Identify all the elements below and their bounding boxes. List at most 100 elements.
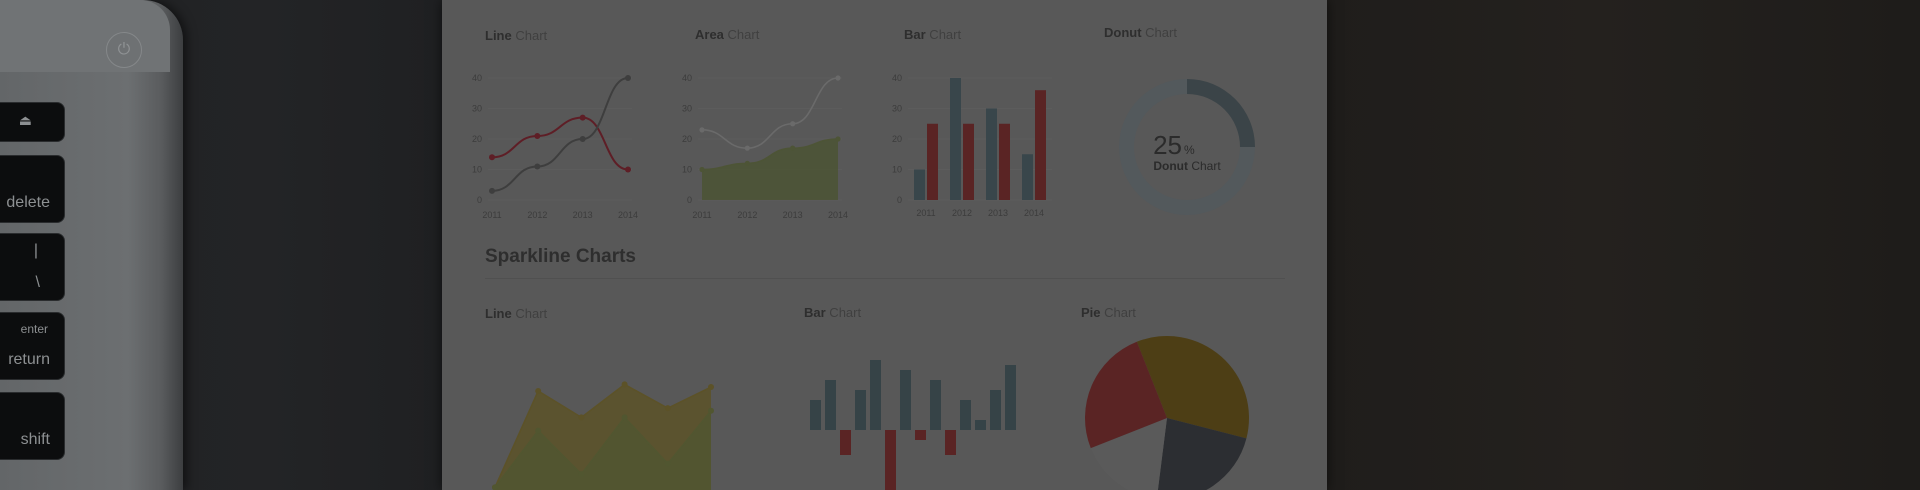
delete-key[interactable]: delete (0, 155, 65, 223)
y-tick-label: 0 (687, 195, 692, 205)
eject-icon: ⏏ (18, 112, 32, 128)
data-point (699, 127, 705, 133)
y-tick-label: 40 (892, 73, 902, 83)
y-tick-label: 10 (892, 165, 902, 175)
bar (900, 370, 911, 430)
x-tick-label: 2012 (737, 210, 757, 220)
donut-value: 25 (1153, 130, 1182, 160)
eject-key[interactable]: ⏏ (0, 102, 65, 142)
data-point (579, 114, 586, 121)
sparkline-bar-chart-title: Bar Chart (804, 305, 862, 320)
line-chart: 0 10 20 30 40 2011 2012 2013 2014 (472, 73, 638, 220)
bar (975, 420, 986, 430)
series-line (491, 77, 629, 192)
x-tick-label: 2012 (952, 208, 972, 218)
section-title: Sparkline Charts (485, 246, 636, 267)
bar (986, 108, 997, 200)
bar (870, 360, 881, 430)
chart-printout: Line Chart Area Chart Bar Chart Donut Ch… (442, 0, 1327, 490)
bar (945, 430, 956, 455)
data-point (534, 163, 541, 170)
return-key[interactable]: enter return (0, 312, 65, 380)
desk-surface-right (1327, 0, 1920, 490)
data-point (664, 405, 671, 412)
donut-label: Donut Chart (1153, 159, 1221, 173)
data-point (492, 484, 498, 490)
data-point (578, 414, 585, 421)
bar (855, 390, 866, 430)
y-tick-label: 10 (472, 165, 482, 175)
data-point (534, 132, 541, 139)
power-icon[interactable]: ⏻ (106, 32, 142, 68)
data-point (664, 460, 671, 467)
donut-unit: % (1184, 143, 1195, 157)
y-tick-label: 20 (682, 134, 692, 144)
x-tick-label: 2013 (783, 210, 803, 220)
enter-label: enter (20, 322, 48, 336)
sparkline-pie-chart-title: Pie Chart (1081, 305, 1136, 320)
x-tick-label: 2013 (573, 210, 593, 220)
data-point (579, 136, 586, 142)
data-point (708, 384, 714, 391)
bar (810, 400, 821, 430)
area-chart: 0 10 20 30 40 2011 2012 2013 2014 (682, 73, 848, 220)
y-tick-label: 20 (892, 134, 902, 144)
bar (999, 123, 1010, 200)
y-tick-label: 30 (472, 104, 482, 114)
y-tick-label: 20 (472, 134, 482, 144)
bar (1035, 90, 1046, 200)
backslash-label: \ (35, 274, 40, 291)
x-tick-label: 2013 (988, 208, 1008, 218)
series-line (494, 383, 712, 488)
area-chart-title: Area Chart (695, 27, 760, 42)
sparkline-line-chart-title: Line Chart (485, 306, 548, 321)
x-tick-label: 2011 (692, 210, 711, 220)
pie-slice (1090, 418, 1167, 490)
x-tick-label: 2011 (916, 208, 935, 218)
shift-label: shift (20, 431, 50, 448)
pie-slice (1085, 341, 1167, 449)
data-point (535, 427, 542, 434)
series-line (491, 116, 629, 171)
y-tick-label: 40 (472, 73, 482, 83)
bar-chart-title: Bar Chart (904, 27, 962, 42)
return-label: return (8, 351, 50, 368)
bar (914, 169, 925, 200)
data-point (744, 145, 750, 151)
data-point (790, 145, 796, 151)
bar (927, 123, 938, 200)
y-tick-label: 40 (682, 73, 692, 83)
sparkline-pie-chart (1085, 336, 1249, 490)
donut-slice (1187, 79, 1255, 147)
pie-slice (1157, 418, 1247, 490)
series-line (701, 138, 839, 171)
data-point (625, 166, 631, 173)
backslash-key[interactable]: | \ (0, 233, 65, 301)
section-divider (485, 278, 1285, 279)
laptop-top-edge (0, 0, 170, 72)
laptop: ⏻ ⏏ delete | \ enter return shift (0, 0, 183, 490)
bar (960, 400, 971, 430)
pipe-label: | (33, 242, 38, 259)
x-tick-label: 2011 (482, 210, 501, 220)
bar (930, 380, 941, 430)
x-tick-label: 2014 (828, 210, 848, 220)
shift-key[interactable]: shift (0, 392, 65, 460)
y-tick-label: 30 (892, 104, 902, 114)
bar (990, 390, 1001, 430)
bar (963, 123, 974, 200)
bar (1022, 154, 1033, 200)
bar (825, 380, 836, 430)
delete-key-label: delete (6, 194, 50, 211)
donut-chart-title: Donut Chart (1104, 25, 1177, 40)
area-fill (702, 139, 838, 200)
x-tick-label: 2014 (618, 210, 638, 220)
bar-chart: 0 10 20 30 40 2011 2012 2013 2014 (892, 73, 1052, 218)
data-point (578, 471, 585, 478)
data-point (621, 414, 628, 421)
sparkline-line-chart (492, 381, 714, 490)
data-point (790, 121, 796, 127)
x-tick-label: 2014 (1024, 208, 1044, 218)
sparkline-bar-chart (810, 360, 1016, 490)
bar (840, 430, 851, 455)
